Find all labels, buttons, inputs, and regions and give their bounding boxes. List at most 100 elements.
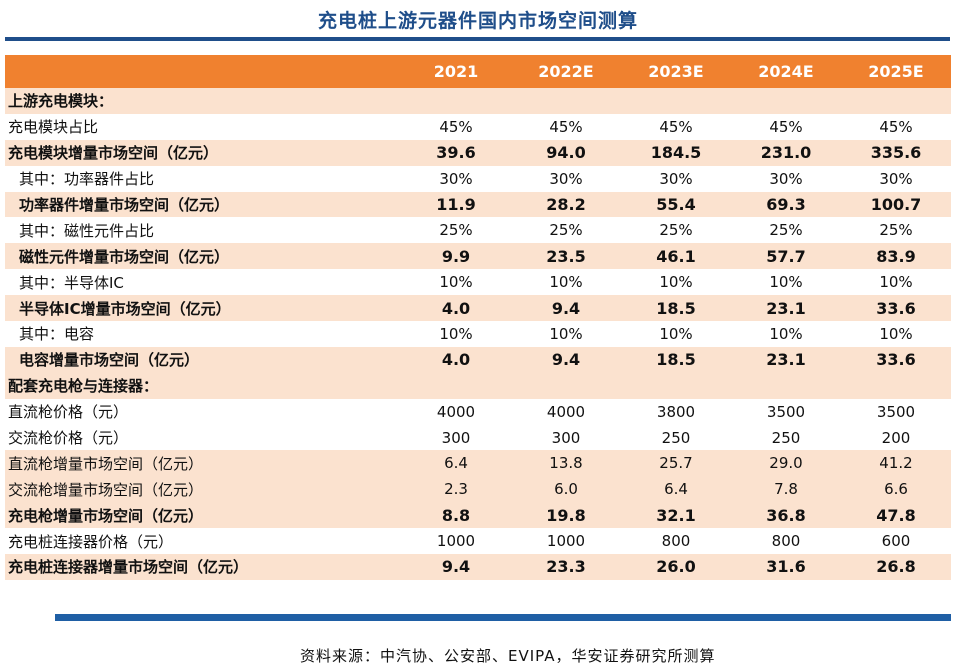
row-label: 半导体IC增量市场空间（亿元） (19, 299, 231, 318)
source-note: 资料来源：中汽协、公安部、EVIPA，华安证券研究所测算 (300, 647, 716, 665)
value-cell: 800 (661, 532, 691, 551)
value-cell (731, 88, 841, 114)
value-cell (621, 88, 731, 114)
value-cell: 30% (879, 169, 913, 188)
value-cell: 6.0 (554, 480, 578, 499)
value-cell (841, 373, 951, 399)
value-cell: 1000 (436, 532, 476, 551)
row-label: 功率器件增量市场空间（亿元） (19, 196, 230, 214)
header-cell: 2021 (433, 62, 479, 81)
row-label: 其中：半导体IC (19, 273, 124, 292)
table-row: 半导体IC增量市场空间（亿元） 4.0 9.4 18.5 23.1 33.6 (5, 295, 951, 322)
value-cell: 46.1 (656, 246, 696, 266)
value-cell: 250 (771, 428, 801, 447)
value-cell: 10% (439, 273, 473, 292)
value-cell: 39.6 (436, 143, 476, 163)
value-cell: 600 (881, 532, 911, 551)
value-cell: 10% (769, 324, 803, 343)
value-cell: 69.3 (766, 195, 806, 214)
value-cell: 23.5 (546, 246, 586, 266)
table-row: 直流枪增量市场空间（亿元） 6.4 13.8 25.7 29.0 41.2 (5, 450, 951, 477)
table-row: 充电模块占比 45% 45% 45% 45% 45% (5, 114, 951, 140)
value-cell: 19.8 (546, 505, 586, 525)
value-cell: 23.3 (546, 557, 586, 577)
value-cell: 30% (659, 169, 693, 188)
value-cell: 4.0 (441, 350, 471, 370)
value-cell: 94.0 (546, 143, 586, 163)
value-cell: 10% (659, 324, 693, 343)
row-label: 充电枪增量市场空间（亿元） (8, 506, 204, 525)
table-row: 电容增量市场空间（亿元） 4.0 9.4 18.5 23.1 33.6 (5, 346, 951, 373)
market-space-table: 2021 2022E 2023E 2024E 2025E 上游充电模块： 充电模块… (5, 55, 951, 580)
value-cell: 4.0 (441, 298, 471, 318)
value-cell: 4000 (436, 402, 476, 421)
value-cell: 25% (769, 221, 803, 240)
row-label: 交流枪价格（元） (8, 429, 129, 448)
value-cell: 10% (769, 273, 803, 292)
value-cell: 45% (549, 117, 583, 136)
row-label: 直流枪价格（元） (8, 403, 129, 422)
value-cell: 1000 (546, 532, 586, 551)
value-cell: 23.1 (766, 350, 806, 370)
row-label: 其中：磁性元件占比 (19, 221, 155, 240)
value-cell: 9.9 (441, 246, 471, 266)
value-cell: 9.4 (551, 298, 581, 318)
value-cell: 10% (879, 273, 913, 292)
value-cell: 18.5 (656, 350, 696, 370)
table-row: 充电枪增量市场空间（亿元） 8.8 19.8 32.1 36.8 47.8 (5, 502, 951, 529)
value-cell: 33.6 (876, 298, 916, 318)
value-cell: 3500 (766, 402, 806, 421)
value-cell: 6.4 (664, 480, 688, 499)
value-cell: 25% (879, 221, 913, 240)
value-cell: 25% (439, 221, 473, 240)
value-cell: 30% (769, 169, 803, 188)
value-cell (731, 373, 841, 399)
table-row: 交流枪价格（元） 300 300 250 250 200 (5, 425, 951, 451)
value-cell: 45% (659, 117, 693, 136)
value-cell: 9.4 (441, 557, 471, 577)
table-row: 上游充电模块： (5, 88, 951, 114)
row-label: 电容增量市场空间（亿元） (19, 351, 200, 370)
value-cell (511, 88, 621, 114)
value-cell: 45% (439, 117, 473, 136)
value-cell: 8.8 (441, 505, 471, 525)
table-header-row: 2021 2022E 2023E 2024E 2025E (5, 55, 951, 88)
header-cell: 2024E (758, 62, 814, 81)
value-cell: 10% (549, 273, 583, 292)
header-cell: 2025E (868, 62, 924, 81)
value-cell: 335.6 (870, 143, 922, 163)
value-cell: 55.4 (656, 195, 696, 214)
value-cell (841, 88, 951, 114)
value-cell: 31.6 (766, 557, 806, 577)
row-label: 直流枪增量市场空间（亿元） (8, 454, 204, 473)
value-cell: 36.8 (766, 505, 806, 525)
value-cell: 100.7 (870, 195, 922, 214)
value-cell: 83.9 (876, 246, 916, 266)
value-cell: 4000 (546, 402, 586, 421)
value-cell: 231.0 (760, 143, 812, 163)
value-cell: 25.7 (659, 454, 693, 473)
value-cell (511, 373, 621, 399)
top-divider (5, 37, 950, 41)
value-cell: 7.8 (774, 480, 798, 499)
value-cell: 13.8 (549, 454, 583, 473)
table-row: 直流枪价格（元） 4000 4000 3800 3500 3500 (5, 399, 951, 425)
value-cell: 3500 (876, 402, 916, 421)
row-label: 配套充电枪与连接器： (8, 377, 159, 396)
value-cell: 3800 (656, 402, 696, 421)
table-row: 其中：电容 10% 10% 10% 10% 10% (5, 321, 951, 347)
header-cell: 2023E (648, 62, 704, 81)
value-cell: 26.8 (876, 557, 916, 577)
table-row: 充电模块增量市场空间（亿元） 39.6 94.0 184.5 231.0 335.6 (5, 139, 951, 166)
value-cell: 6.6 (884, 480, 908, 499)
table-row: 交流枪增量市场空间（亿元） 2.3 6.0 6.4 7.8 6.6 (5, 476, 951, 503)
row-label: 充电模块增量市场空间（亿元） (8, 144, 219, 163)
value-cell: 33.6 (876, 350, 916, 370)
row-label: 其中：功率器件占比 (19, 170, 155, 189)
value-cell (401, 88, 511, 114)
value-cell: 23.1 (766, 298, 806, 318)
row-label: 磁性元件增量市场空间（亿元） (19, 247, 230, 266)
row-label: 上游充电模块： (8, 92, 114, 111)
table-row: 磁性元件增量市场空间（亿元） 9.9 23.5 46.1 57.7 83.9 (5, 243, 951, 270)
row-label: 充电模块占比 (8, 118, 99, 137)
